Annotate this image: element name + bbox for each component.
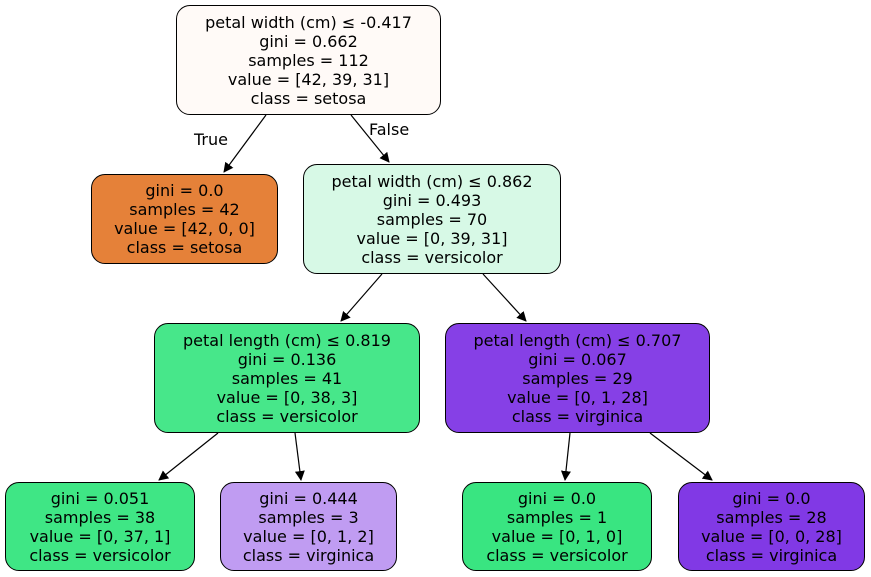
node-text-line: samples = 3 bbox=[258, 507, 359, 527]
node-text-line: gini = 0.0 bbox=[145, 181, 224, 200]
node-text-line: value = [0, 0, 28] bbox=[701, 526, 842, 546]
node-text-line: class = versicolor bbox=[486, 545, 628, 565]
tree-node-n6: gini = 0.444 samples = 3 value = [0, 1, 2]… bbox=[220, 482, 397, 571]
node-text-line: gini = 0.051 bbox=[50, 488, 150, 508]
node-text-line: petal length (cm) ≤ 0.819 bbox=[183, 330, 391, 350]
node-text-line: value = [42, 39, 31] bbox=[227, 69, 390, 89]
node-text-line: samples = 38 bbox=[44, 507, 156, 527]
tree-node-n1: gini = 0.0 samples = 42 value = [42, 0, 0]… bbox=[91, 174, 278, 264]
edge-label-true: True bbox=[194, 130, 228, 149]
node-text-line: value = [42, 0, 0] bbox=[114, 219, 255, 238]
edge-root-n2 bbox=[350, 114, 390, 163]
node-text-line: value = [0, 1, 2] bbox=[243, 526, 374, 546]
node-text-line: samples = 112 bbox=[248, 50, 369, 70]
tree-node-n8: gini = 0.0 samples = 28 value = [0, 0, 28]… bbox=[678, 482, 865, 571]
tree-node-n4: petal length (cm) ≤ 0.707 gini = 0.067 sam… bbox=[445, 323, 710, 433]
node-text-line: gini = 0.136 bbox=[237, 349, 337, 369]
edge-n2-n3 bbox=[340, 273, 383, 322]
tree-node-n3: petal length (cm) ≤ 0.819 gini = 0.136 sam… bbox=[154, 323, 420, 433]
node-text-line: petal length (cm) ≤ 0.707 bbox=[473, 330, 682, 350]
node-text-line: class = versicolor bbox=[216, 406, 358, 426]
node-text-line: class = virginica bbox=[511, 406, 644, 426]
tree-node-n5: gini = 0.051 samples = 38 value = [0, 37, … bbox=[5, 482, 195, 571]
node-text-line: petal width (cm) ≤ 0.862 bbox=[331, 171, 533, 191]
node-text-line: samples = 42 bbox=[129, 200, 240, 219]
node-text-line: value = [0, 1, 28] bbox=[507, 387, 648, 407]
edge-n3-n5 bbox=[158, 432, 219, 481]
node-text-line: class = setosa bbox=[126, 238, 243, 257]
node-text-line: gini = 0.0 bbox=[517, 488, 597, 508]
node-text-line: gini = 0.0 bbox=[732, 488, 811, 508]
node-text-line: samples = 41 bbox=[231, 368, 343, 388]
node-text-line: gini = 0.493 bbox=[382, 190, 482, 210]
node-text-line: class = versicolor bbox=[361, 247, 503, 267]
edge-label-false: False bbox=[369, 120, 410, 139]
tree-node-n2: petal width (cm) ≤ 0.862 gini = 0.493 samp… bbox=[303, 164, 561, 274]
node-text-line: class = setosa bbox=[250, 88, 367, 108]
node-text-line: gini = 0.662 bbox=[259, 31, 358, 51]
node-text-line: value = [0, 37, 1] bbox=[29, 526, 171, 546]
edge-root-n1 bbox=[223, 114, 267, 173]
node-text-line: samples = 28 bbox=[716, 507, 827, 527]
edge-n3-n6 bbox=[294, 432, 305, 481]
node-text-line: class = virginica bbox=[242, 545, 375, 565]
tree-node-n7: gini = 0.0 samples = 1 value = [0, 1, 0] cl… bbox=[462, 482, 652, 571]
node-text-line: value = [0, 1, 0] bbox=[491, 526, 623, 546]
tree-node-root: petal width (cm) ≤ -0.417 gini = 0.662 sam… bbox=[176, 5, 441, 115]
node-text-line: samples = 29 bbox=[522, 368, 633, 388]
node-text-line: gini = 0.444 bbox=[259, 488, 358, 508]
node-text-line: class = versicolor bbox=[29, 545, 171, 565]
edge-n2-n4 bbox=[482, 273, 527, 322]
node-text-line: samples = 70 bbox=[376, 209, 488, 229]
edge-n4-n8 bbox=[649, 432, 713, 481]
node-text-line: value = [0, 39, 31] bbox=[356, 228, 508, 248]
node-text-line: samples = 1 bbox=[506, 507, 608, 527]
edge-n4-n7 bbox=[560, 432, 571, 481]
node-text-line: value = [0, 38, 3] bbox=[216, 387, 358, 407]
node-text-line: gini = 0.067 bbox=[528, 349, 627, 369]
node-text-line: petal width (cm) ≤ -0.417 bbox=[205, 12, 412, 32]
node-text-line: class = virginica bbox=[705, 545, 838, 565]
